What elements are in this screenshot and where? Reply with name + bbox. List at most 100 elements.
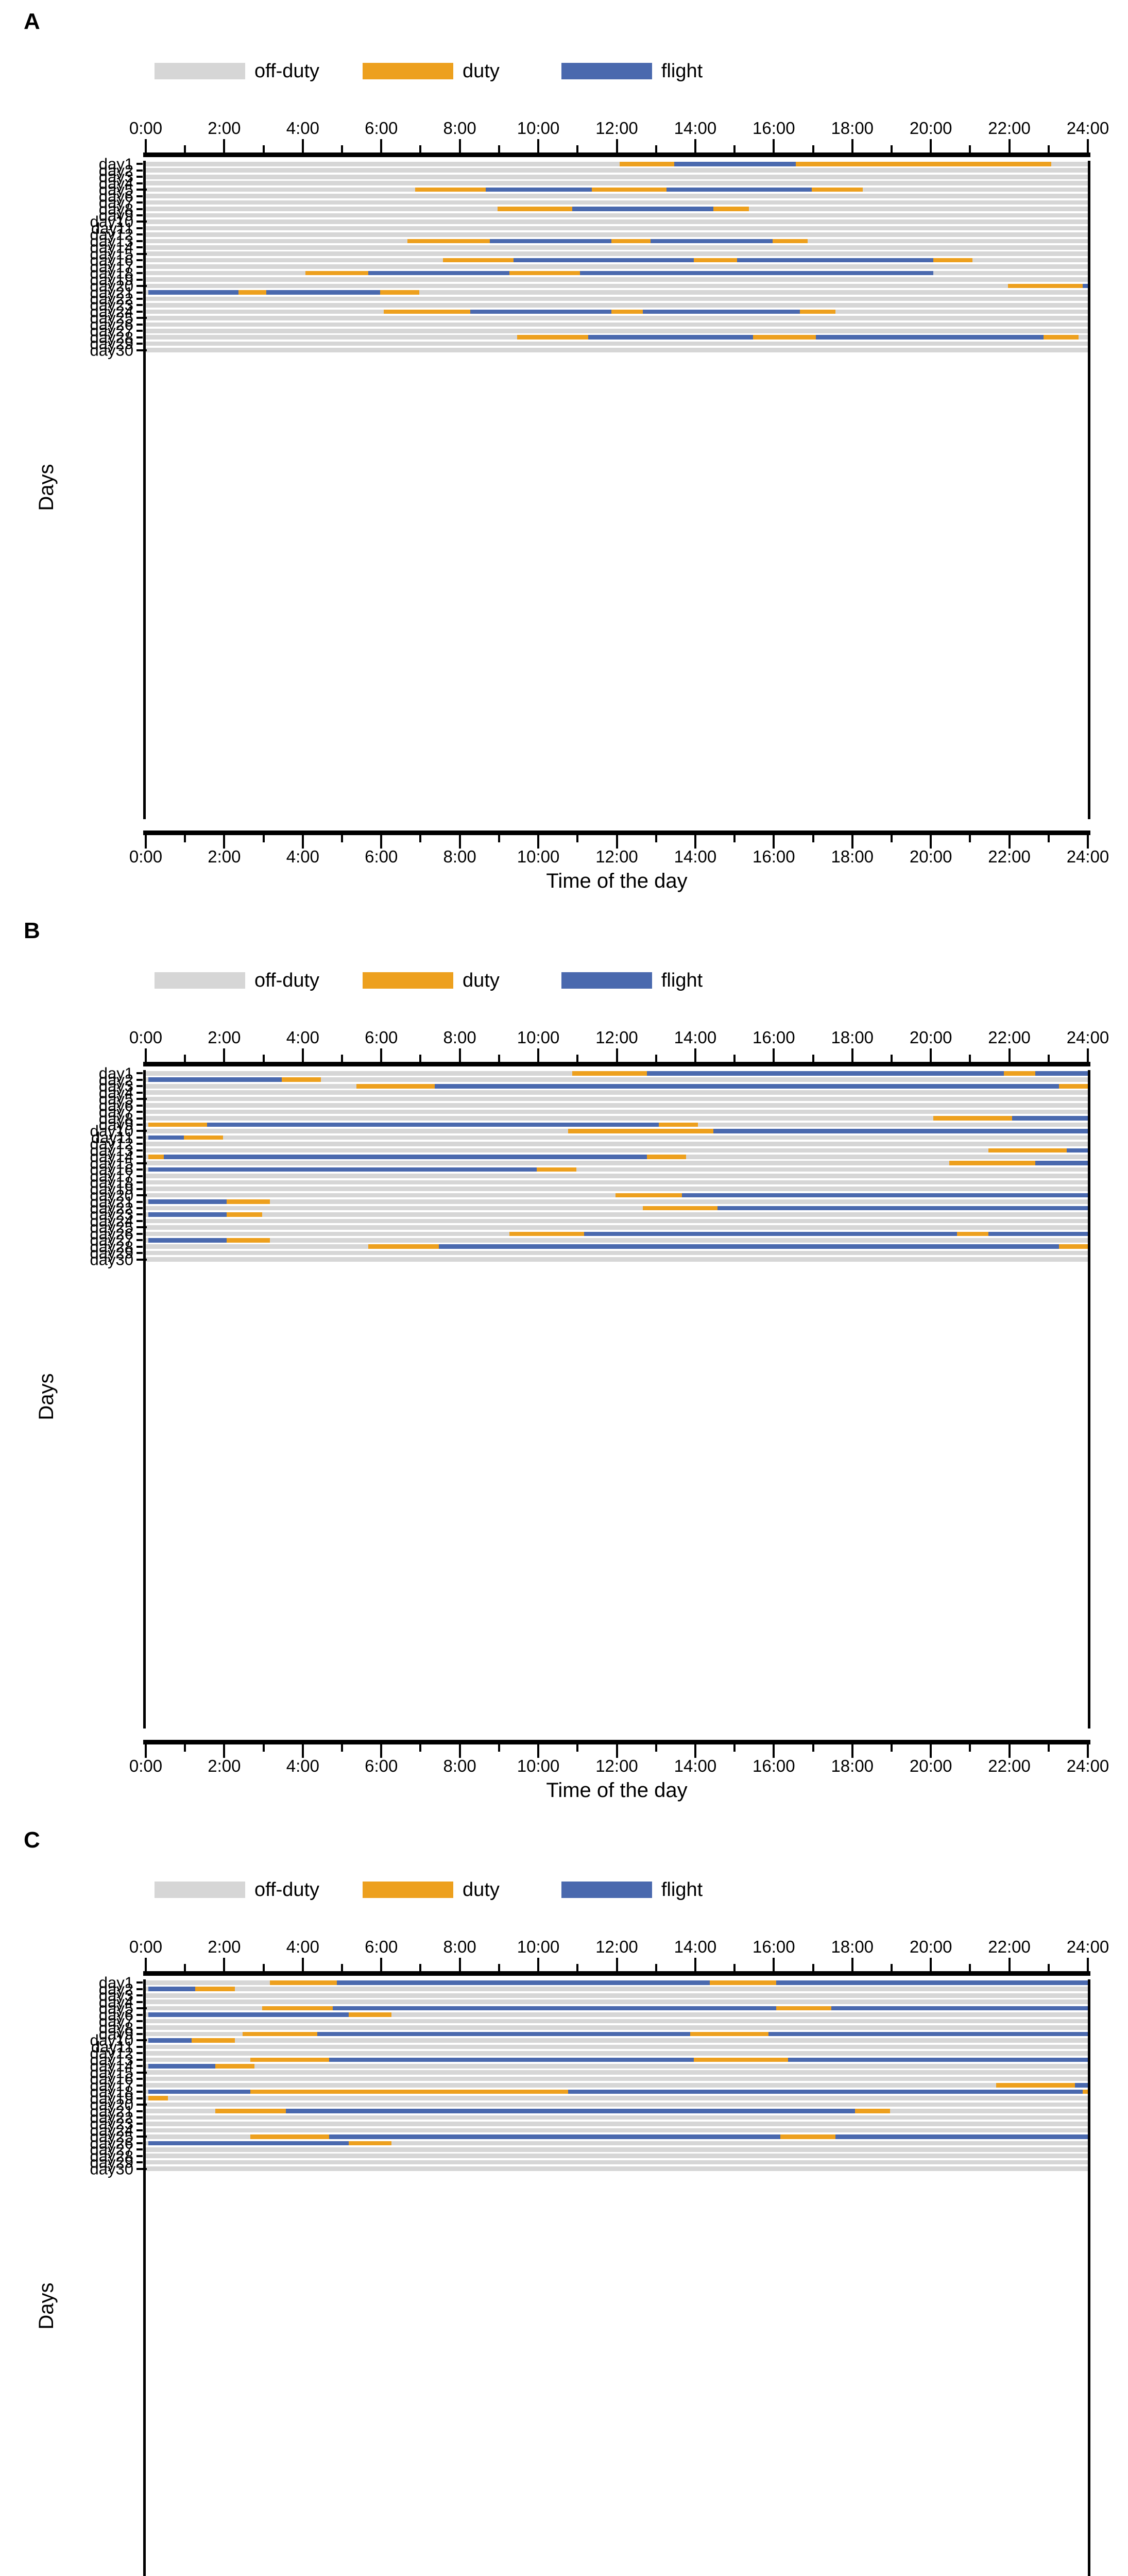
y-tick-B-12 <box>136 1149 143 1151</box>
segment-flight <box>368 270 510 276</box>
y-tick-label-B-1: day2 <box>98 1071 133 1089</box>
y-tick-label-B-2: day3 <box>98 1077 133 1095</box>
x-major-tick-B-bottom-3 <box>380 1744 383 1758</box>
table-row <box>146 2031 1088 2037</box>
y-tick-A-4 <box>136 189 147 191</box>
x-major-tick-A-bottom-7 <box>694 835 696 849</box>
segment-flight <box>470 309 612 314</box>
x-tick-label-B-top-8: 16:00 <box>753 1028 795 1047</box>
x-minor-tick-A-top-7 <box>419 145 422 152</box>
segment-flight <box>666 187 812 192</box>
segment-duty <box>658 1122 698 1127</box>
plot-area-A <box>143 161 1090 819</box>
x-tick-label-B-top-9: 18:00 <box>831 1028 874 1047</box>
table-row <box>146 2038 1088 2043</box>
segment-flight <box>651 239 773 244</box>
legend-swatch-duty <box>363 1882 454 1898</box>
y-tick-label-B-19: day20 <box>90 1186 133 1205</box>
x-major-tick-C-top-0 <box>145 1958 147 1971</box>
table-row <box>146 239 1088 244</box>
x-tick-label-B-top-5: 10:00 <box>517 1028 560 1047</box>
y-tick-C-20 <box>136 2110 143 2112</box>
segment-duty <box>148 2096 168 2100</box>
y-tick-label-A-1: day2 <box>98 161 133 180</box>
x-minor-tick-A-top-21 <box>969 145 971 152</box>
x-minor-tick-A-bottom-5 <box>341 835 344 842</box>
segment-duty <box>611 309 643 314</box>
y-tick-B-5 <box>136 1104 143 1107</box>
x-major-tick-A-bottom-5 <box>537 835 540 849</box>
x-tick-label-A-bottom-10: 20:00 <box>909 847 952 866</box>
y-tick-B-18 <box>136 1188 143 1190</box>
panel-letter-A: A <box>24 9 40 34</box>
x-major-tick-A-top-0 <box>145 139 147 152</box>
y-tick-C-3 <box>136 2001 143 2003</box>
y-tick-label-A-4: day5 <box>98 180 133 199</box>
axis-tick-labels-C-top: 0:00 2:00 4:00 6:00 8:00 10:00 12:00 14:00 16:00… <box>0 1938 1128 1961</box>
table-row <box>146 1154 1088 1159</box>
y-tick-label-B-11: day12 <box>90 1134 133 1153</box>
y-tick-label-A-7: day8 <box>98 200 133 218</box>
x-tick-label-A-top-4: 8:00 <box>443 118 476 138</box>
y-tick-C-15 <box>136 2078 143 2080</box>
segment-flight <box>768 2031 1088 2037</box>
table-row <box>146 328 1088 333</box>
x-tick-label-C-top-5: 10:00 <box>517 1937 560 1956</box>
y-tick-label-A-6: day7 <box>98 193 133 212</box>
segment-duty <box>250 2134 329 2139</box>
y-tick-A-0 <box>136 163 143 165</box>
y-tick-label-B-16: day17 <box>90 1167 133 1185</box>
x-minor-tick-B-bottom-11 <box>576 1744 579 1752</box>
x-major-tick-B-top-2 <box>301 1048 304 1062</box>
legend-label-duty: duty <box>463 970 500 991</box>
x-tick-label-A-top-11: 22:00 <box>988 118 1031 138</box>
y-tick-label-C-29: day30 <box>90 2160 133 2178</box>
table-row <box>146 316 1088 320</box>
table-row <box>146 2044 1088 2049</box>
y-tick-label-C-10: day11 <box>91 2038 133 2056</box>
x-tick-label-B-top-1: 2:00 <box>208 1028 241 1047</box>
x-tick-label-A-bottom-11: 22:00 <box>988 847 1031 866</box>
x-tick-label-B-bottom-5: 10:00 <box>517 1756 560 1775</box>
y-axis-title-B: Days <box>35 1373 58 1420</box>
axis-tick-labels-A-top: 0:00 2:00 4:00 6:00 8:00 10:00 12:00 14:00 16:00… <box>0 120 1128 142</box>
x-minor-tick-C-top-9 <box>498 1964 500 1971</box>
table-row <box>146 187 1088 192</box>
table-row <box>146 213 1088 218</box>
x-axis-title-B: Time of the day <box>546 1779 688 1802</box>
segment-duty <box>615 1193 682 1198</box>
y-tick-A-13 <box>136 246 143 249</box>
y-tick-label-C-11: day12 <box>90 2044 133 2062</box>
x-major-tick-C-top-1 <box>223 1958 226 1971</box>
y-tick-label-C-26: day27 <box>90 2140 133 2159</box>
x-major-tick-B-bottom-7 <box>694 1744 696 1758</box>
y-tick-C-11 <box>136 2052 143 2055</box>
table-row <box>146 1135 1088 1140</box>
y-tick-label-B-24: day25 <box>90 1218 133 1236</box>
y-tick-label-B-26: day27 <box>90 1231 133 1249</box>
legend-label-flight: flight <box>661 970 703 991</box>
segment-duty <box>694 2057 789 2062</box>
table-row <box>146 162 1088 166</box>
table-row <box>146 2096 1088 2100</box>
x-tick-label-A-top-2: 4:00 <box>286 118 319 138</box>
y-tick-A-17 <box>136 272 143 275</box>
segment-flight <box>164 1154 647 1159</box>
table-row <box>146 1142 1088 1146</box>
y-tick-label-A-13: day14 <box>90 238 133 257</box>
y-tick-A-19 <box>136 285 147 287</box>
y-tick-label-B-20: day21 <box>90 1193 133 1211</box>
y-tick-label-A-5: day6 <box>98 187 133 206</box>
legend-item-duty: duty <box>363 61 500 81</box>
x-major-tick-B-bottom-10 <box>930 1744 932 1758</box>
segment-duty <box>195 1987 235 1992</box>
segment-flight <box>329 2134 780 2139</box>
x-major-tick-A-top-4 <box>458 139 461 152</box>
y-tick-C-0 <box>136 1981 143 1984</box>
table-row <box>146 2025 1088 2030</box>
segment-flight <box>646 1071 1004 1076</box>
x-tick-label-B-top-11: 22:00 <box>988 1028 1031 1047</box>
table-row <box>146 1109 1088 1114</box>
x-minor-tick-B-top-19 <box>890 1055 893 1062</box>
x-tick-label-A-top-12: 24:00 <box>1066 118 1109 138</box>
